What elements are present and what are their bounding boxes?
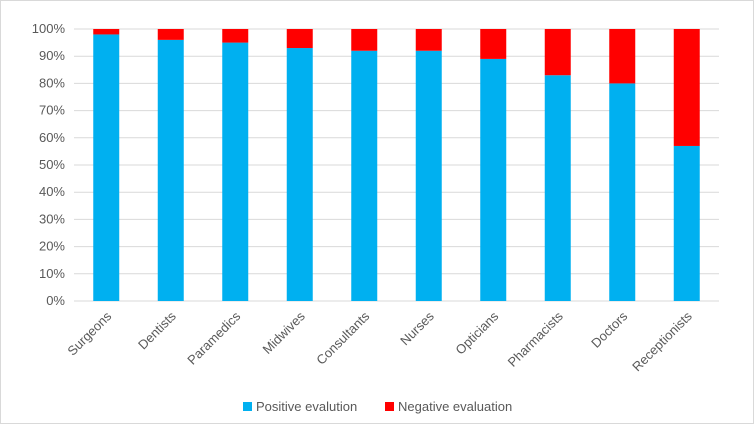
y-tick-label: 10% — [39, 266, 65, 281]
bar-negative-nurses — [415, 29, 442, 51]
x-category-label: Consultants — [313, 308, 373, 368]
y-tick-label: 40% — [39, 184, 65, 199]
x-axis-categories: Surgeons Dentists Paramedics Midwives Consul… — [64, 308, 695, 374]
bar-positive-surgeons — [93, 34, 120, 301]
bar-positive-pharmacists — [544, 75, 571, 302]
x-category-label: Opticians — [452, 308, 501, 357]
bar-positive-receptionists — [673, 145, 700, 301]
y-tick-label: 30% — [39, 211, 65, 226]
bar-positive-nurses — [415, 50, 442, 302]
bar-negative-dentists — [157, 29, 184, 40]
bar-negative-receptionists — [673, 29, 700, 146]
bar-positive-opticians — [480, 58, 507, 301]
y-tick-label: 0% — [46, 293, 65, 308]
bar-positive-consultants — [351, 50, 378, 302]
y-tick-label: 50% — [39, 157, 65, 172]
bar-positive-doctors — [609, 83, 636, 302]
bar-negative-surgeons — [93, 29, 120, 35]
x-category-label: Surgeons — [64, 308, 114, 358]
bars — [93, 29, 700, 302]
y-tick-label: 100% — [32, 21, 66, 36]
x-category-label: Nurses — [397, 308, 437, 348]
y-tick-label: 90% — [39, 48, 65, 63]
y-tick-label: 60% — [39, 130, 65, 145]
bar-negative-opticians — [480, 29, 507, 59]
bar-negative-pharmacists — [544, 29, 571, 76]
y-axis-ticks: 0% 10% 20% 30% 40% 50% 60% 70% 80% 90% 100% — [32, 21, 66, 308]
x-category-label: Midwives — [259, 308, 308, 357]
bar-positive-paramedics — [222, 42, 249, 301]
x-category-label: Doctors — [588, 308, 631, 351]
x-category-label: Pharmacists — [505, 308, 567, 370]
y-tick-label: 20% — [39, 239, 65, 254]
bar-negative-midwives — [286, 29, 313, 49]
bar-positive-dentists — [157, 39, 184, 301]
bar-negative-paramedics — [222, 29, 249, 43]
legend-swatch — [243, 402, 252, 411]
y-tick-label: 70% — [39, 103, 65, 118]
legend-label: Negative evaluation — [398, 399, 512, 414]
x-category-label: Receptionists — [629, 308, 695, 374]
legend: Positive evalution Negative evaluation — [243, 399, 512, 414]
y-tick-label: 80% — [39, 75, 65, 90]
legend-label: Positive evalution — [256, 399, 357, 414]
x-category-label: Dentists — [135, 308, 179, 352]
bar-negative-doctors — [609, 29, 636, 84]
bar-positive-midwives — [286, 48, 313, 301]
bar-negative-consultants — [351, 29, 378, 51]
x-category-label: Paramedics — [184, 308, 243, 367]
legend-swatch — [385, 402, 394, 411]
